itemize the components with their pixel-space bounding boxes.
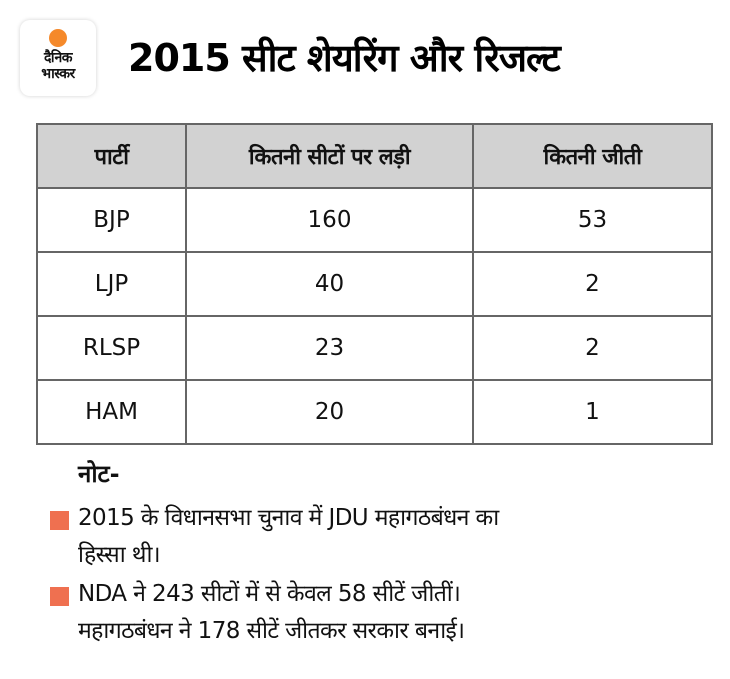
seats-contested-cell: 40 [185, 251, 474, 317]
sun-icon [49, 29, 67, 47]
column-header-party: पार्टी [36, 123, 187, 189]
table-row: HAM 20 1 [36, 379, 713, 445]
party-cell: HAM [36, 379, 187, 445]
column-header-seats-won: कितनी जीती [472, 123, 713, 189]
party-cell: RLSP [36, 315, 187, 381]
seat-sharing-table: पार्टी कितनी सीटों पर लड़ी कितनी जीती BJ… [36, 123, 713, 445]
seats-contested-cell: 20 [185, 379, 474, 445]
note-item: 2015 के विधानसभा चुनाव में JDU महागठबंधन… [50, 500, 710, 574]
note-text-line: 2015 के विधानसभा चुनाव में JDU महागठबंधन… [78, 505, 499, 531]
page-title: 2015 सीट शेयरिंग और रिजल्ट [128, 36, 561, 80]
square-bullet-icon [50, 511, 69, 530]
note-text-line: NDA ने 243 सीटों में से केवल 58 सीटें जी… [78, 581, 461, 607]
seats-won-cell: 2 [472, 315, 713, 381]
table-row: LJP 40 2 [36, 251, 713, 317]
note-text-line: हिस्सा थी। [78, 542, 161, 568]
note-heading: नोट- [78, 460, 120, 488]
note-item: NDA ने 243 सीटों में से केवल 58 सीटें जी… [50, 576, 710, 650]
party-cell: BJP [36, 187, 187, 253]
note-text-line: महागठबंधन ने 178 सीटें जीतकर सरकार बनाई। [78, 618, 465, 644]
seats-contested-cell: 160 [185, 187, 474, 253]
logo-text-line2: भास्कर [41, 66, 75, 82]
party-cell: LJP [36, 251, 187, 317]
table-row: BJP 160 53 [36, 187, 713, 253]
logo-text-line1: दैनिक [43, 50, 73, 66]
table-header-row: पार्टी कितनी सीटों पर लड़ी कितनी जीती [36, 123, 713, 189]
seats-contested-cell: 23 [185, 315, 474, 381]
notes-list: 2015 के विधानसभा चुनाव में JDU महागठबंधन… [50, 500, 710, 652]
seats-won-cell: 2 [472, 251, 713, 317]
square-bullet-icon [50, 587, 69, 606]
brand-logo: दैनिक भास्कर [20, 20, 96, 96]
table-row: RLSP 23 2 [36, 315, 713, 381]
column-header-seats-contested: कितनी सीटों पर लड़ी [185, 123, 474, 189]
seats-won-cell: 53 [472, 187, 713, 253]
seats-won-cell: 1 [472, 379, 713, 445]
